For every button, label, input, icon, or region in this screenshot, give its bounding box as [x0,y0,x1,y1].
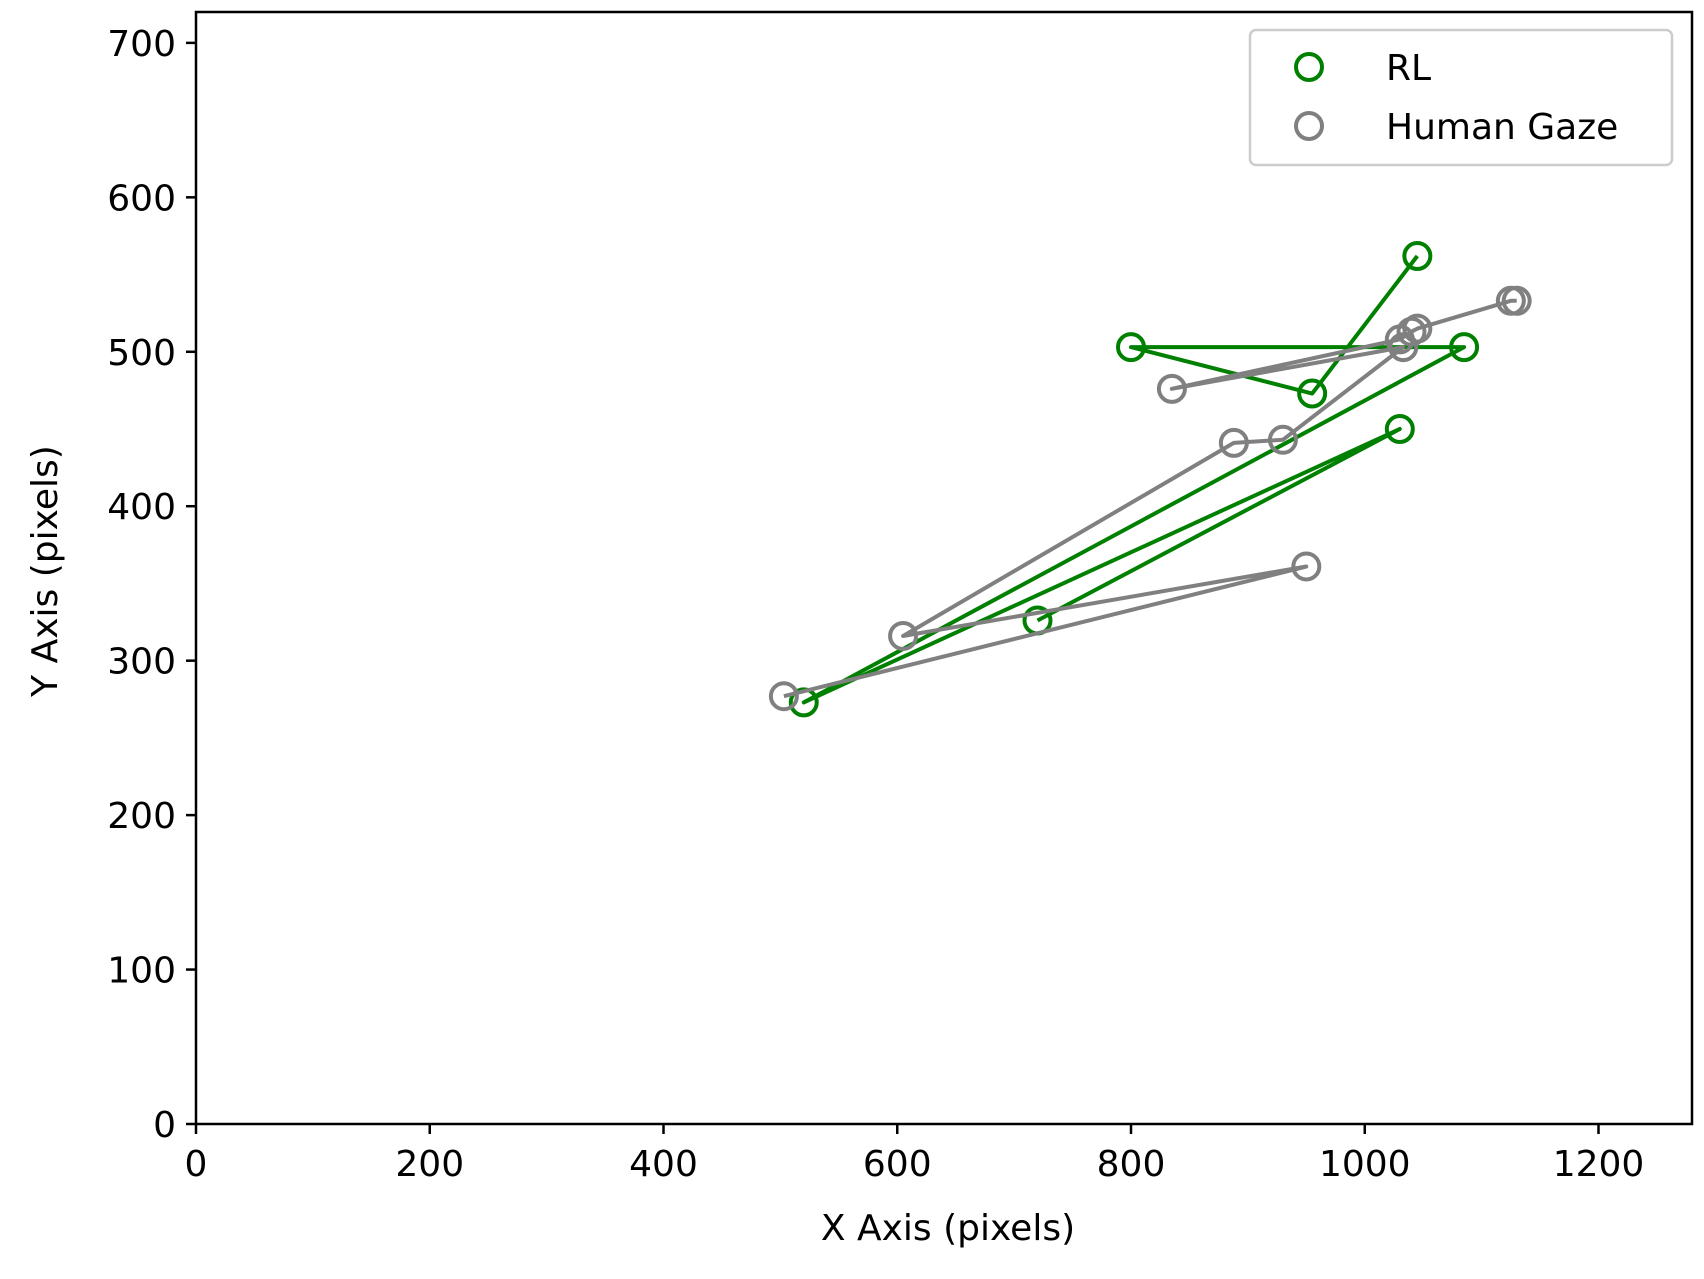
legend-label: RL [1386,48,1431,89]
data-point-human-gaze [1495,285,1526,316]
x-tick-label: 200 [395,1144,464,1185]
data-point-rl [1297,378,1328,409]
data-point-rl [1402,241,1433,272]
data-point-human-gaze [768,681,799,712]
legend-label: Human Gaze [1386,107,1618,148]
plot-area [768,241,1532,718]
y-tick-label: 200 [107,796,176,837]
plot-frame [194,10,1694,1126]
x-tick-label: 600 [863,1144,932,1185]
x-tick-label: 1200 [1553,1144,1645,1185]
y-tick-label: 300 [107,642,176,683]
x-tick-label: 400 [629,1144,698,1185]
y-tick-label: 500 [107,333,176,374]
data-point-rl [1116,332,1146,363]
y-tick-label: 0 [153,1105,176,1146]
data-point-rl [1384,414,1415,444]
legend-box [1248,28,1674,167]
data-point-human-gaze [1291,551,1322,582]
axes: 0 200 400 600 800 1000 1200 0 100 200 300 400 500 600… [107,10,1694,1185]
x-tick-label: 1000 [1319,1144,1411,1185]
data-point-rl [1449,332,1480,363]
y-axis-label: Y Axis (pixels) [25,445,66,698]
data-point-human-gaze [888,620,919,651]
legend-marker [1294,111,1324,141]
y-tick-label: 100 [107,951,176,992]
data-point-human-gaze [1156,373,1187,404]
x-tick-label: 0 [185,1144,208,1185]
y-tick-label: 700 [107,24,176,65]
x-axis-label: X Axis (pixels) [821,1208,1075,1249]
x-tick-label: 800 [1097,1144,1166,1185]
data-point-human-gaze [1218,427,1249,458]
y-tick-label: 400 [107,487,176,528]
series-line-human-gaze [783,298,1517,699]
legend-marker [1294,52,1324,82]
series-line-rl [801,254,1467,705]
data-point-human-gaze [1388,332,1419,363]
data-point-human-gaze [1267,424,1298,455]
y-tick-label: 600 [107,178,176,219]
legend: RL Human Gaze [1248,28,1674,167]
